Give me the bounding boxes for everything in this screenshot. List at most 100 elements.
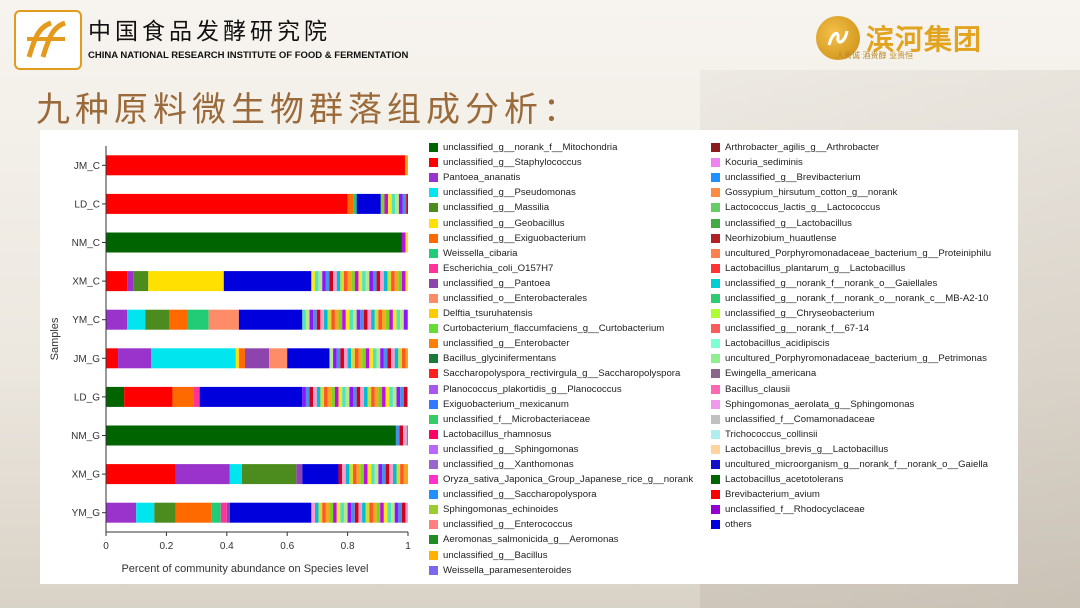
bar-segment-minor: [387, 348, 392, 369]
legend-label: Bacillus_glycinifermentans: [443, 353, 557, 365]
bar-segment: [169, 309, 188, 330]
legend-swatch: [711, 339, 720, 349]
bar-segment-minor: [392, 464, 397, 485]
bar-segment-minor: [391, 193, 396, 214]
y-tick-label: NM_G: [71, 431, 100, 442]
bar-segment-minor: [322, 271, 326, 292]
legend-item: Neorhizobium_huautlense: [711, 231, 1016, 246]
legend-label: Bacillus_clausii: [725, 383, 791, 395]
legend-label: unclassified_g__Pantoea: [443, 277, 551, 289]
legend-swatch: [429, 218, 438, 228]
legend-item: unclassified_g__Bacillus: [429, 548, 709, 563]
legend-swatch: [429, 505, 438, 515]
bar-segment-minor: [342, 309, 346, 330]
legend-swatch: [711, 414, 720, 424]
legend-label: unclassified_g__Staphylococcus: [443, 157, 582, 169]
legend-label: Arthrobacter_agilis_g__Arthrobacter: [725, 142, 880, 154]
bar-segment-minor: [372, 502, 377, 523]
legend-swatch: [711, 460, 720, 470]
legend-item: Escherichia_coli_O157H7: [429, 261, 709, 276]
bar-segment-minor: [403, 464, 408, 485]
bar-segment-minor: [385, 386, 390, 407]
bar-segment-minor: [318, 502, 323, 523]
bar-segment-minor: [367, 464, 372, 485]
x-tick-label: 0.8: [341, 541, 355, 552]
legend-item: Bacillus_clausii: [711, 382, 1016, 397]
bar-segment-minor: [407, 386, 408, 407]
bar-segment-minor: [363, 386, 368, 407]
bar-segment: [287, 348, 330, 369]
legend-swatch: [711, 354, 720, 364]
bar-segment: [106, 232, 402, 253]
bar-segment-minor: [322, 502, 326, 523]
legend-label: unclassified_g__Bacillus: [443, 549, 548, 561]
bar-segment-minor: [382, 464, 386, 485]
legend-item: unclassified_f__Rhodocyclaceae: [711, 502, 1016, 517]
legend-label: Weissella_cibaria: [443, 247, 518, 259]
bar-segment-minor: [354, 502, 359, 523]
bar-segment-minor: [405, 502, 408, 523]
legend-label: Sphingomonas_echinoides: [443, 504, 559, 516]
legend-item: unclassified_g__Pantoea: [429, 276, 709, 291]
bar-segment-minor: [336, 348, 341, 369]
bar-segment-minor: [380, 271, 384, 292]
bar-segment-minor: [320, 386, 325, 407]
bar-segment-minor: [365, 271, 370, 292]
legend-label: Lactobacillus_rhamnosus: [443, 428, 552, 440]
legend-item: unclassified_g__Enterococcus: [429, 517, 709, 532]
legend-swatch: [711, 248, 720, 258]
bar-segment-minor: [358, 348, 363, 369]
legend-item: Sphingomonas_aerolata_g__Sphingomonas: [711, 397, 1016, 412]
bar-segment-minor: [356, 386, 361, 407]
legend-item: Ewingella_americana: [711, 366, 1016, 381]
bar-segment-minor: [358, 271, 363, 292]
legend-label: others: [725, 519, 752, 531]
legend-item: unclassified_g__norank_f__norank_o__Gaie…: [711, 276, 1016, 291]
bar-segment-minor: [347, 348, 352, 369]
bar-segment-minor: [354, 348, 359, 369]
legend-label: uncultured_Porphyromonadaceae_bacterium_…: [725, 247, 992, 259]
bar-segment-minor: [356, 464, 361, 485]
legend-item: Lactobacillus_brevis_g__Lactobacillus: [711, 442, 1016, 457]
legend-label: Brevibacterium_avium: [725, 489, 820, 501]
partner-emblem-icon: [816, 15, 860, 60]
bar-segment-minor: [407, 464, 408, 485]
bar-segment-minor: [395, 193, 399, 214]
bar-segment-minor: [391, 271, 395, 292]
bar-segment: [353, 193, 357, 214]
slide-title: 九种原料微生物群落组成分析：: [36, 90, 582, 130]
x-tick-label: 0.6: [280, 541, 294, 552]
bar-segment-minor: [401, 232, 406, 253]
bar-segment-minor: [309, 309, 314, 330]
bar-segment-minor: [371, 464, 375, 485]
legend-swatch: [429, 354, 438, 364]
legend-item: unclassified_g__Xanthomonas: [429, 457, 709, 472]
bar-segment: [238, 309, 303, 330]
bar-segment-minor: [405, 232, 408, 253]
bar-segment-minor: [371, 386, 375, 407]
legend-label: unclassified_g__Xanthomonas: [443, 459, 574, 471]
legend-column-1: unclassified_g__norank_f__Mitochondria un…: [429, 140, 709, 578]
bar-segment-minor: [378, 309, 383, 330]
bar-segment: [127, 271, 134, 292]
bar-segment-minor: [387, 502, 392, 523]
bar-segment-minor: [314, 502, 319, 523]
legend-swatch: [711, 233, 720, 243]
bar-segment-minor: [389, 386, 393, 407]
bar-segment-minor: [360, 386, 364, 407]
bar-segment: [106, 271, 128, 292]
bar-segment-minor: [383, 348, 388, 369]
bar-segment-minor: [331, 309, 335, 330]
bar-segment-minor: [324, 309, 328, 330]
bar-segment-minor: [340, 271, 344, 292]
bar-segment: [244, 348, 270, 369]
legend-label: Saccharopolyspora_rectivirgula_g__Saccha…: [443, 368, 681, 380]
bar-segment-minor: [372, 271, 377, 292]
bar-segment-minor: [369, 502, 373, 523]
bar-segment-minor: [396, 386, 401, 407]
bar-segment-minor: [401, 271, 406, 292]
bar-segment-minor: [398, 502, 402, 523]
bar-segment: [133, 271, 149, 292]
legend-swatch: [429, 550, 438, 560]
bar-segment-minor: [369, 271, 373, 292]
